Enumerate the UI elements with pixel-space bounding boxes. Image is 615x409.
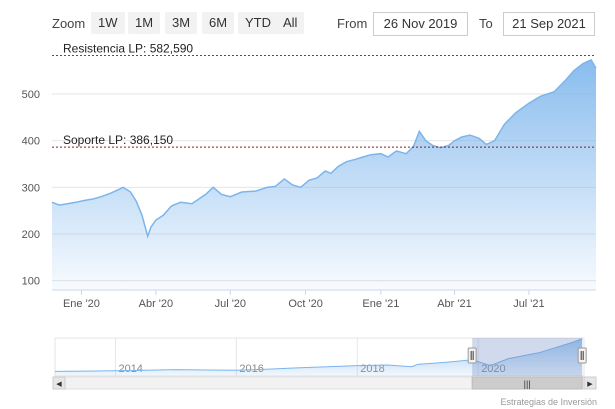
x-tick-label: Ene '20 — [63, 298, 100, 310]
y-tick-label: 500 — [22, 89, 40, 101]
area-series — [51, 58, 597, 291]
zoom-all-button[interactable]: All — [276, 12, 305, 34]
annotation-lines: Resistencia LP: 582,590 Soporte LP: 386,1… — [52, 41, 596, 148]
navigator-line — [54, 338, 583, 372]
to-date-input[interactable]: 21 Sep 2021 — [503, 12, 595, 36]
zoom-1w-button[interactable]: 1W — [91, 12, 125, 34]
zoom-label: Zoom — [52, 16, 86, 31]
from-date-input[interactable]: 26 Nov 2019 — [373, 12, 468, 36]
scrollbar-thumb — [471, 376, 583, 390]
x-tick-label: Jul '21 — [513, 298, 544, 310]
navigator-handle — [577, 347, 587, 364]
y-tick-label: 400 — [22, 136, 40, 148]
y-tick-label: 100 — [22, 276, 40, 288]
y-axis: 100 200 300 400 500 — [22, 89, 40, 288]
x-axis: Ene '20 Abr '20 Jul '20 Oct '20 Ene '21 Abr '… — [52, 289, 596, 310]
navigator-handle — [467, 347, 477, 364]
to-label: To — [479, 16, 493, 31]
x-tick-label: Ene '21 — [362, 298, 399, 310]
series-area-fill — [52, 59, 596, 291]
navigator-selection-mask — [472, 338, 583, 376]
zoom-1m-button[interactable]: 1M — [128, 12, 161, 34]
scroll-left-icon: ◀ — [56, 381, 62, 388]
y-tick-label: 200 — [22, 229, 40, 241]
zoom-6m-button[interactable]: 6M — [202, 12, 235, 34]
scrollbar-right-button — [583, 376, 597, 390]
annotation-label: Soporte LP: 386,150 — [63, 133, 173, 147]
x-tick-label: Abr '20 — [139, 298, 174, 310]
x-tick-label: Abr '21 — [437, 298, 472, 310]
navigator[interactable]: 2014201620182020|||◀▶ — [52, 337, 597, 390]
scrollbar-grip: ||| — [524, 379, 531, 389]
x-tick-label: Jul '20 — [215, 298, 246, 310]
annotation-label: Resistencia LP: 582,590 — [63, 41, 193, 55]
x-tick-label: Oct '20 — [288, 298, 323, 310]
zoom-3m-button[interactable]: 3M — [165, 12, 198, 34]
scrollbar-left-button — [52, 376, 66, 390]
zoom-ytd-button[interactable]: YTD — [238, 12, 278, 34]
navigator-area-fill — [55, 338, 583, 376]
scroll-right-icon: ▶ — [587, 381, 593, 388]
credit-text: Estrategias de Inversión — [500, 397, 597, 407]
series-line — [51, 58, 597, 239]
range-selector-toolbar: Zoom 1W 1M 3M 6M YTD All From 26 Nov 201… — [0, 0, 615, 40]
y-tick-label: 300 — [22, 182, 40, 194]
from-label: From — [337, 16, 368, 31]
